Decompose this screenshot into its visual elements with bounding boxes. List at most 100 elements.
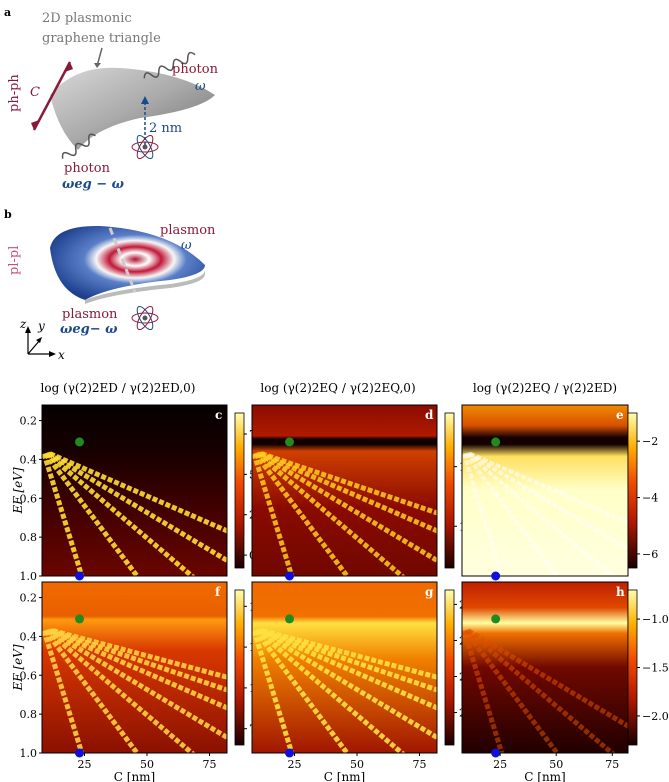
resonance-stripe [253, 452, 351, 576]
resonance-stripe [255, 628, 406, 753]
photon-left-label: photon [64, 161, 111, 176]
marker-green [75, 437, 84, 447]
panel-b-letter: b [4, 208, 12, 221]
colorbar-c [234, 412, 245, 569]
resonance-stripe [259, 451, 437, 534]
heatmap-grid: cEF [eV]0.20.40.60.81.07.55.02.50.0d1510… [11, 404, 669, 782]
panel-letter-d: d [425, 408, 434, 422]
object-label-line1: 2D plasmonic [42, 11, 132, 26]
side-length-label: C [30, 85, 40, 100]
resonance-stripes-c [42, 451, 227, 576]
column-title-2: log (γ(2)2EQ / γ(2)2EQ,0) [260, 381, 415, 395]
resonance-stripes-f [42, 628, 227, 753]
atom-icon-b [131, 305, 159, 331]
y-tick-label: 0.4 [20, 453, 38, 466]
distance-arrow-head [141, 96, 149, 104]
marker-green [285, 437, 294, 447]
resonance-stripe [462, 629, 505, 753]
photon-right-label: photon [172, 62, 219, 77]
resonance-stripe [47, 628, 227, 741]
marker-blue [491, 748, 501, 758]
panel-letter-e: e [616, 408, 624, 422]
photon-right-freq: ω [195, 79, 206, 94]
resonance-stripe [469, 451, 628, 525]
colorbar-tick-label: −2.0 [642, 710, 669, 723]
triangle-edge-shadow [85, 270, 205, 304]
x-axis-label: C [nm] [524, 770, 565, 782]
resonance-stripe [49, 628, 227, 711]
x-tick-label: 25 [288, 758, 302, 771]
resonance-stripe [465, 628, 616, 753]
side-arrow-head-bottom [31, 120, 39, 130]
colorbar-tick-label: −2 [642, 435, 658, 448]
colorbar-e [627, 412, 638, 569]
resonance-stripe [467, 451, 628, 552]
x-axis-label: C [nm] [324, 770, 365, 782]
resonance-stripe [463, 629, 561, 753]
resonance-stripe [43, 452, 141, 576]
x-tick-label: 25 [78, 758, 92, 771]
heatmap-field-h [462, 582, 628, 753]
photon-right-wave [143, 51, 196, 79]
resonance-stripe [262, 628, 437, 680]
x-axis-label: C [nm] [114, 770, 155, 782]
y-tick-label: 0.2 [20, 415, 38, 428]
resonance-stripe [42, 452, 85, 576]
plasmon-triangle [50, 225, 205, 300]
heatmap-panel-e: e −2 −4 −6 [461, 404, 658, 581]
resonance-stripe [257, 628, 437, 741]
x-tick-label: 50 [140, 758, 154, 771]
object-label-line2: graphene triangle [42, 31, 161, 46]
resonance-stripe [252, 452, 295, 576]
resonance-stripe [465, 452, 615, 576]
heatmap-field-e [462, 405, 628, 576]
heatmap-frame-f [41, 581, 228, 754]
panel-a-illustration: a 2D plasmonic graphene triangle C ph-ph… [4, 6, 219, 192]
x-tick-label: 50 [549, 758, 563, 771]
plasmon-right-freq: ω [181, 238, 192, 253]
side-arrow-head-top [65, 62, 73, 72]
resonance-stripe [255, 451, 406, 576]
resonance-stripes-h [462, 628, 628, 753]
resonance-stripes-g [252, 628, 437, 753]
resonance-stripe [45, 628, 196, 753]
resonance-stripe [260, 451, 437, 516]
axis-x-label: x [58, 348, 65, 362]
heatmap-panel-h: h 25 50 75 C [nm] −1.0 −1.5 −2.0 [461, 581, 669, 782]
plasmon-left-label: plasmon [62, 307, 118, 322]
y-tick-label: 0.8 [20, 708, 38, 721]
x-tick-label: 75 [605, 758, 619, 771]
plasmon-right-label: plasmon [160, 223, 216, 238]
resonance-stripe [462, 453, 504, 576]
marker-green [285, 614, 294, 624]
resonance-stripe [42, 629, 85, 753]
y-tick-label: 0.2 [20, 592, 38, 605]
panel-letter-f: f [215, 585, 221, 599]
plasmon-left-freq: ωeg− ω [60, 322, 118, 337]
resonance-stripe [47, 451, 227, 564]
y-tick-label: 1.0 [20, 570, 38, 583]
resonance-stripe [259, 628, 437, 711]
side-length-arrow [32, 61, 72, 131]
resonance-stripe [52, 628, 227, 680]
marker-blue [285, 748, 294, 758]
x-tick-label: 75 [413, 758, 427, 771]
resonance-stripes-d [252, 451, 437, 576]
y-axis-label: EF [eV] [11, 467, 25, 514]
marker-green [491, 614, 501, 624]
y-tick-label: 1.0 [20, 747, 38, 760]
photon-left-freq: ωeg − ω [62, 177, 125, 192]
column-title-1: log (γ(2)2ED / γ(2)2ED,0) [41, 381, 196, 395]
colorbar-d [444, 412, 455, 569]
resonance-stripe [49, 451, 227, 534]
panel-letter-h: h [616, 585, 625, 599]
marker-blue [285, 571, 294, 581]
marker-blue [75, 571, 84, 581]
resonance-stripe [260, 628, 437, 693]
panel-letter-g: g [425, 585, 434, 599]
heatmap-frame-c [41, 404, 228, 577]
marker-green [491, 437, 501, 447]
